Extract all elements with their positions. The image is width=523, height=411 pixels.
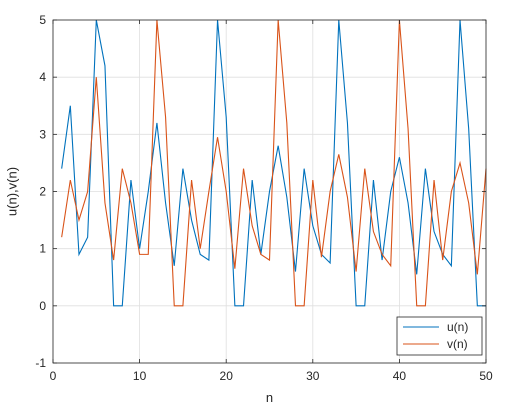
- y-tick-label: -1: [35, 356, 46, 370]
- y-axis-label: u(n),v(n): [4, 167, 19, 216]
- y-tick-label: 4: [39, 70, 46, 84]
- x-tick-label: 0: [50, 369, 57, 383]
- legend: u(n) v(n): [396, 316, 483, 356]
- y-tick-label: 0: [39, 299, 46, 313]
- x-axis-label: n: [266, 390, 273, 405]
- y-tick-label: 2: [39, 185, 46, 199]
- series-layer: [61, 19, 487, 307]
- x-tick-label: 10: [133, 369, 147, 383]
- y-tick-label: 3: [39, 127, 46, 141]
- x-tick-label: 50: [479, 369, 493, 383]
- series-line-1: [61, 19, 486, 307]
- legend-label: v(n): [447, 337, 468, 351]
- series-line-2: [61, 19, 487, 307]
- legend-box: [396, 316, 483, 356]
- y-tick-label: 1: [39, 242, 46, 256]
- x-tick-label: 40: [393, 369, 407, 383]
- y-tick-label: 5: [39, 13, 46, 27]
- x-tick-label: 30: [306, 369, 320, 383]
- x-tick-label: 20: [220, 369, 234, 383]
- ticks: 0 10 20 30 40 50 -1 0 1 2 3 4 5: [35, 13, 493, 383]
- legend-label: u(n): [447, 320, 468, 334]
